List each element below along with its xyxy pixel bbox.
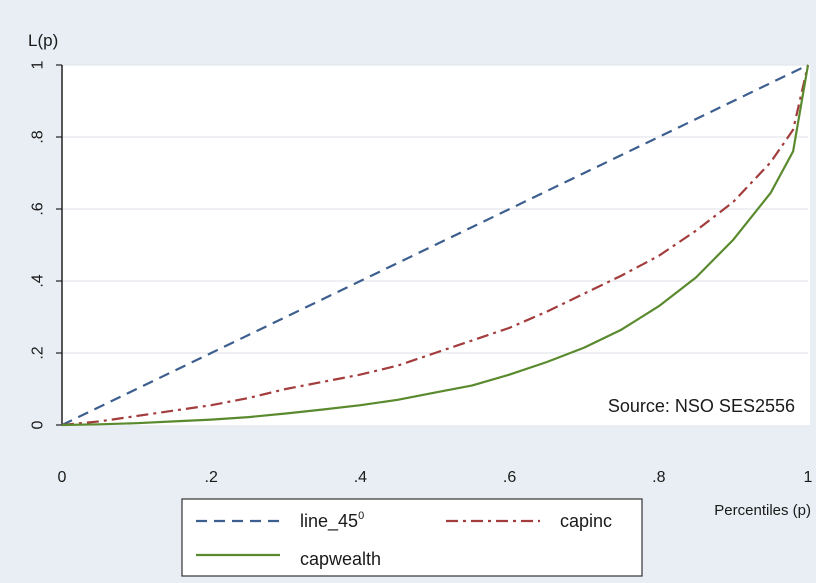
source-annotation: Source: NSO SES2556 bbox=[608, 396, 795, 416]
legend: line_450 capinc capwealth bbox=[181, 498, 643, 577]
series-line-line_45 bbox=[61, 64, 809, 426]
series-group bbox=[61, 64, 810, 427]
series-line-capwealth bbox=[61, 64, 810, 427]
legend-label-line_45: line_450 bbox=[300, 510, 364, 532]
y-tick-label-1: .2 bbox=[30, 346, 47, 359]
x-tick-label-5: 1 bbox=[804, 469, 813, 486]
x-ticks: 0 .2 .4 .6 .8 1 bbox=[58, 469, 813, 486]
x-tick-label-0: 0 bbox=[58, 469, 67, 486]
x-tick-label-4: .8 bbox=[652, 469, 665, 486]
x-axis-label: Percentiles (p) bbox=[714, 502, 811, 519]
x-tick-label-3: .6 bbox=[503, 469, 516, 486]
y-tick-label-3: .6 bbox=[30, 202, 47, 215]
legend-box bbox=[181, 498, 643, 577]
y-axis-label: L(p) bbox=[28, 31, 58, 50]
y-tick-label-2: .4 bbox=[30, 274, 47, 287]
y-tick-label-4: .8 bbox=[30, 130, 47, 143]
y-tick-label-0: 0 bbox=[30, 420, 47, 429]
y-tick-label-5: 1 bbox=[30, 60, 47, 69]
series-line-capinc bbox=[61, 64, 810, 427]
x-tick-label-2: .4 bbox=[354, 469, 367, 486]
x-tick-label-1: .2 bbox=[205, 469, 218, 486]
legend-label-capinc: capinc bbox=[560, 511, 612, 531]
legend-label-superscript: 0 bbox=[358, 510, 364, 522]
legend-label-capwealth: capwealth bbox=[300, 549, 381, 569]
y-ticks: 0 .2 .4 .6 .8 1 bbox=[30, 60, 62, 429]
